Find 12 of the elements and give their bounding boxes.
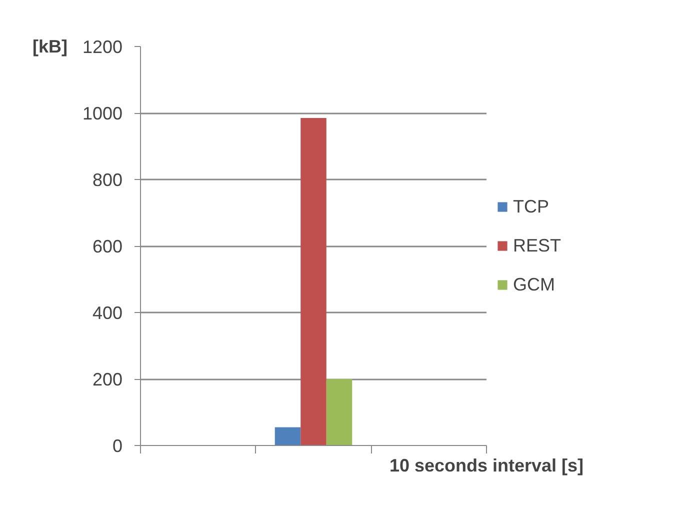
y-tick-label: 1000 xyxy=(82,104,123,124)
y-tick-label: 600 xyxy=(92,236,123,256)
y-tick-label: 800 xyxy=(92,170,123,190)
legend-label: TCP xyxy=(513,196,549,217)
y-axis-title: [kB] xyxy=(32,36,68,56)
legend-label: REST xyxy=(513,235,562,256)
y-tick-label: 1200 xyxy=(82,37,123,57)
y-tick-label: 0 xyxy=(112,436,123,456)
x-axis-title: 10 seconds interval [s] xyxy=(389,456,584,476)
y-tick-label: 200 xyxy=(92,370,123,390)
y-tick-label: 400 xyxy=(92,303,123,323)
legend-label: GCM xyxy=(513,274,555,295)
